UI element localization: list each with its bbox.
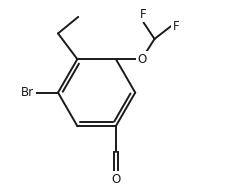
Text: F: F [172, 20, 179, 33]
Text: O: O [136, 53, 146, 66]
Text: O: O [111, 173, 120, 186]
Text: F: F [139, 8, 146, 21]
Text: Br: Br [21, 86, 34, 99]
